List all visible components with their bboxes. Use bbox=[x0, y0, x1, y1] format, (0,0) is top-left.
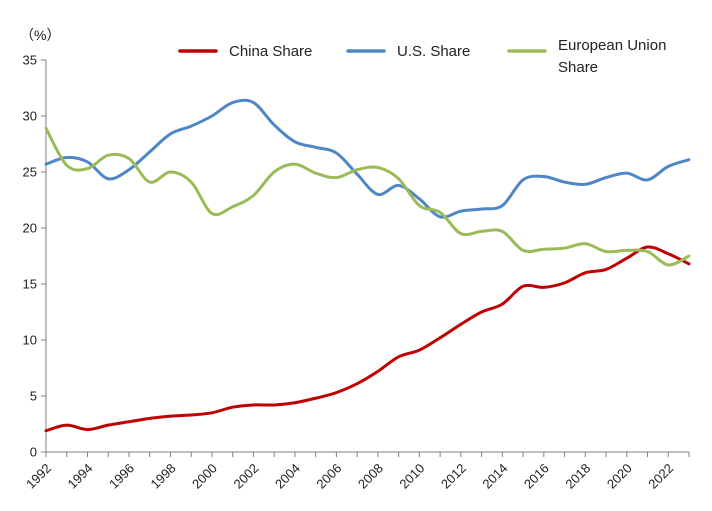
x-tick-label: 1996 bbox=[106, 461, 137, 492]
x-tick-label: 1992 bbox=[23, 461, 54, 492]
series-line-eu-share bbox=[44, 126, 691, 267]
y-unit-label: （%） bbox=[20, 27, 60, 43]
x-tick-label: 2012 bbox=[438, 461, 469, 492]
legend-label-eu-share: European Union Share bbox=[558, 37, 671, 76]
series-line-us-share bbox=[44, 98, 691, 219]
series-group bbox=[44, 98, 691, 433]
y-tick-label: 15 bbox=[23, 277, 37, 292]
legend-label-eu-line1: European Union bbox=[558, 37, 666, 54]
legend-label-eu-line2: Share bbox=[558, 59, 598, 76]
y-tick-label: 5 bbox=[30, 389, 37, 404]
x-tick-label: 2018 bbox=[562, 461, 593, 492]
y-tick-label: 20 bbox=[23, 221, 37, 236]
x-tick-label: 2006 bbox=[313, 461, 344, 492]
series-line-china-share bbox=[44, 245, 691, 433]
x-tick-label: 2020 bbox=[604, 461, 635, 492]
x-tick-label: 2000 bbox=[189, 461, 220, 492]
y-tick-label: 10 bbox=[23, 333, 37, 348]
y-tick-label: 35 bbox=[23, 53, 37, 68]
x-tick-label: 2002 bbox=[230, 461, 261, 492]
x-tick-label: 1994 bbox=[65, 461, 96, 492]
y-tick-label: 0 bbox=[30, 445, 37, 460]
y-tick-label: 25 bbox=[23, 165, 37, 180]
y-tick-label: 30 bbox=[23, 109, 37, 124]
x-tick-label: 2004 bbox=[272, 461, 303, 492]
x-tick-label: 2014 bbox=[479, 461, 510, 492]
x-tick-label: 2010 bbox=[396, 461, 427, 492]
legend-label-china-share: China Share bbox=[229, 43, 312, 60]
legend: China Share U.S. Share European Union Sh… bbox=[178, 37, 671, 76]
x-tick-label: 2022 bbox=[645, 461, 676, 492]
x-tick-label: 1998 bbox=[148, 461, 179, 492]
x-tick-label: 2008 bbox=[355, 461, 386, 492]
legend-label-us-share: U.S. Share bbox=[397, 43, 470, 60]
x-tick-label: 2016 bbox=[521, 461, 552, 492]
